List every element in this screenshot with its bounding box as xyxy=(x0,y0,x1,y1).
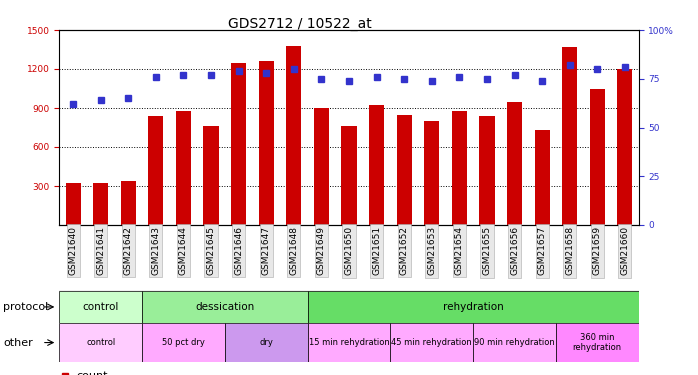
Bar xyxy=(176,111,191,225)
Text: GSM21660: GSM21660 xyxy=(621,226,630,275)
Text: protocol: protocol xyxy=(3,302,49,312)
Text: 50 pct dry: 50 pct dry xyxy=(162,338,205,347)
Text: GSM21645: GSM21645 xyxy=(207,226,216,275)
Bar xyxy=(314,108,329,225)
Text: GDS2712 / 10522_at: GDS2712 / 10522_at xyxy=(228,17,372,31)
Text: GSM21659: GSM21659 xyxy=(593,226,602,275)
Text: dessication: dessication xyxy=(195,302,255,312)
Bar xyxy=(535,130,550,225)
Text: GSM21641: GSM21641 xyxy=(96,226,105,275)
Text: control: control xyxy=(86,338,115,347)
Bar xyxy=(308,323,390,362)
Text: 45 min rehydration: 45 min rehydration xyxy=(392,338,472,347)
Text: other: other xyxy=(3,338,34,348)
Text: GSM21646: GSM21646 xyxy=(234,226,243,275)
Bar xyxy=(341,126,357,225)
Bar xyxy=(617,69,632,225)
Text: dry: dry xyxy=(259,338,273,347)
Bar xyxy=(556,323,639,362)
Bar xyxy=(259,61,274,225)
Text: 15 min rehydration: 15 min rehydration xyxy=(309,338,389,347)
Text: rehydration: rehydration xyxy=(443,302,503,312)
Bar xyxy=(93,183,108,225)
Bar xyxy=(473,323,556,362)
Text: GSM21656: GSM21656 xyxy=(510,226,519,275)
Bar xyxy=(396,114,412,225)
Bar xyxy=(148,116,163,225)
Bar xyxy=(507,102,522,225)
Text: 360 min
rehydration: 360 min rehydration xyxy=(573,333,622,352)
Text: GSM21648: GSM21648 xyxy=(290,226,298,275)
Text: GSM21655: GSM21655 xyxy=(482,226,491,275)
Bar xyxy=(308,291,639,322)
Bar xyxy=(142,291,308,322)
Bar xyxy=(204,126,218,225)
Text: count: count xyxy=(77,371,108,375)
Bar xyxy=(225,323,308,362)
Bar xyxy=(59,291,142,322)
Bar xyxy=(452,111,467,225)
Bar xyxy=(369,105,384,225)
Bar xyxy=(59,323,142,362)
Bar xyxy=(66,183,81,225)
Text: GSM21657: GSM21657 xyxy=(537,226,547,275)
Bar xyxy=(390,323,473,362)
Text: control: control xyxy=(82,302,119,312)
Text: GSM21647: GSM21647 xyxy=(262,226,271,275)
Text: GSM21640: GSM21640 xyxy=(68,226,77,275)
Text: GSM21654: GSM21654 xyxy=(455,226,464,275)
Text: GSM21653: GSM21653 xyxy=(427,226,436,275)
Text: GSM21643: GSM21643 xyxy=(151,226,161,275)
Bar xyxy=(142,323,225,362)
Bar xyxy=(231,63,246,225)
Bar xyxy=(480,116,494,225)
Text: 90 min rehydration: 90 min rehydration xyxy=(474,338,555,347)
Text: GSM21658: GSM21658 xyxy=(565,226,574,275)
Text: GSM21642: GSM21642 xyxy=(124,226,133,275)
Text: GSM21644: GSM21644 xyxy=(179,226,188,275)
Text: GSM21649: GSM21649 xyxy=(317,226,326,275)
Bar xyxy=(424,121,439,225)
Text: GSM21651: GSM21651 xyxy=(372,226,381,275)
Text: GSM21652: GSM21652 xyxy=(400,226,408,275)
Text: GSM21650: GSM21650 xyxy=(345,226,353,275)
Bar xyxy=(286,46,302,225)
Bar xyxy=(121,181,136,225)
Bar xyxy=(590,88,605,225)
Bar xyxy=(562,47,577,225)
